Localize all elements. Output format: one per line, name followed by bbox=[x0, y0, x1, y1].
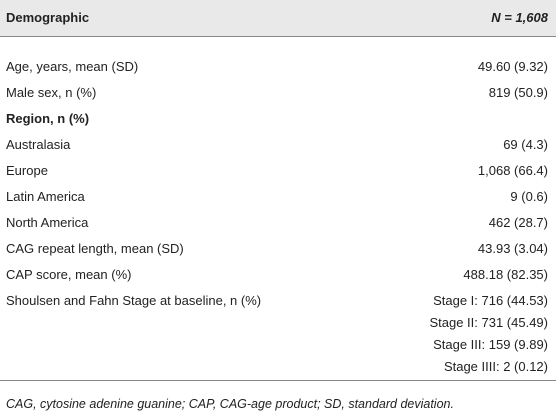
row-label: Age, years, mean (SD) bbox=[6, 59, 139, 74]
row-value: 9 (0.6) bbox=[510, 189, 548, 204]
footnote: CAG, cytosine adenine guanine; CAP, CAG-… bbox=[6, 397, 454, 411]
row-value: 462 (28.7) bbox=[488, 215, 548, 230]
row-label: Shoulsen and Fahn Stage at baseline, n (… bbox=[6, 293, 262, 308]
row-label: Europe bbox=[6, 163, 48, 178]
row-label: CAG repeat length, mean (SD) bbox=[6, 241, 184, 256]
row-value: Stage IIII: 2 (0.12) bbox=[443, 359, 548, 374]
row-value: 488.18 (82.35) bbox=[463, 267, 548, 282]
row-value: 819 (50.9) bbox=[488, 85, 548, 100]
header-value: N = 1,608 bbox=[491, 10, 548, 25]
row-value: Stage III: 159 (9.89) bbox=[433, 337, 548, 352]
row-value: 49.60 (9.32) bbox=[477, 59, 548, 74]
row-label: Male sex, n (%) bbox=[6, 85, 97, 100]
row-value: 69 (4.3) bbox=[503, 137, 548, 152]
row-label: Region, n (%) bbox=[6, 111, 90, 126]
row-label: Latin America bbox=[6, 189, 85, 204]
row-value: Stage I: 716 (44.53) bbox=[433, 293, 548, 308]
row-value: 1,068 (66.4) bbox=[477, 163, 548, 178]
header-label: Demographic bbox=[6, 10, 90, 25]
row-label: Australasia bbox=[6, 137, 71, 152]
row-value: 43.93 (3.04) bbox=[477, 241, 548, 256]
row-label: CAP score, mean (%) bbox=[6, 267, 132, 282]
row-label: North America bbox=[6, 215, 89, 230]
row-value: Stage II: 731 (45.49) bbox=[429, 315, 548, 330]
header-row bbox=[0, 0, 556, 37]
bottom-rule bbox=[0, 380, 556, 381]
